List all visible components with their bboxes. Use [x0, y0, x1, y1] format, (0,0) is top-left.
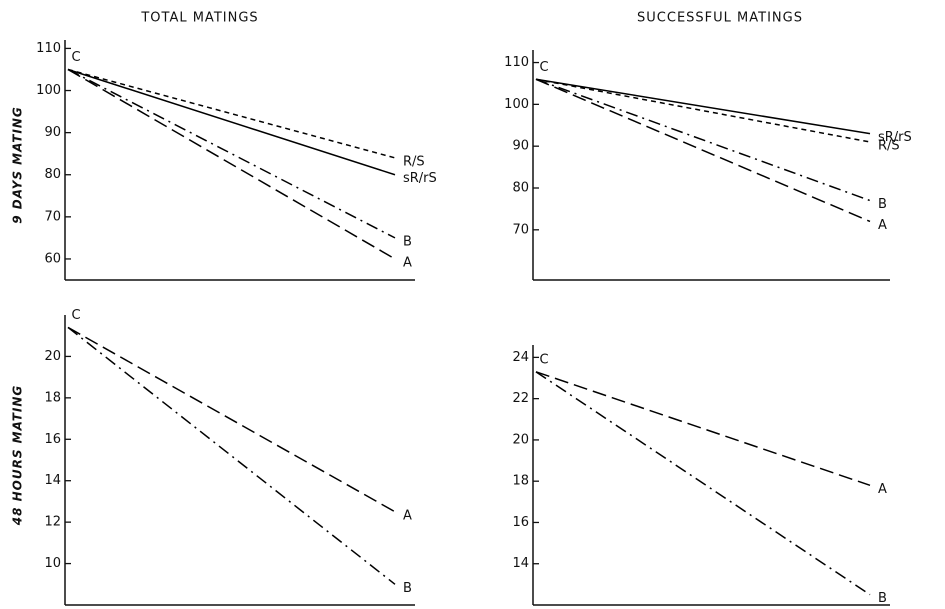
series-line [535, 78, 871, 223]
x-category-label: C [539, 352, 548, 367]
y-tick-label: 110 [36, 41, 61, 56]
series-line [535, 371, 871, 596]
series-label: A [403, 255, 412, 270]
y-tick-label: 18 [44, 390, 61, 405]
y-tick-label: 14 [44, 473, 61, 488]
series-line [67, 68, 396, 159]
series-line [67, 326, 396, 585]
series-label: A [403, 508, 412, 523]
y-tick-label: 90 [512, 139, 529, 154]
y-tick-label: 90 [44, 125, 61, 140]
series-label: B [403, 234, 412, 249]
series-label: R/S [878, 139, 900, 154]
series-label: B [403, 581, 412, 596]
y-tick-label: 80 [44, 167, 61, 182]
series-label: R/S [403, 154, 425, 169]
series-line [535, 371, 871, 487]
y-tick-label: 22 [512, 391, 529, 406]
y-tick-label: 14 [512, 556, 529, 571]
y-tick-label: 70 [512, 222, 529, 237]
series-label: sR/rS [403, 171, 437, 186]
y-tick-label: 110 [504, 55, 529, 70]
series-label: B [878, 197, 887, 212]
series-line [67, 326, 396, 513]
series-line [67, 68, 396, 176]
x-category-label: C [71, 50, 80, 65]
y-tick-label: 18 [512, 474, 529, 489]
series-label: A [878, 482, 887, 497]
y-tick-label: 24 [512, 350, 529, 365]
y-tick-label: 100 [36, 83, 61, 98]
series-line [535, 78, 871, 202]
y-tick-label: 70 [44, 209, 61, 224]
y-tick-label: 100 [504, 97, 529, 112]
y-tick-label: 10 [44, 556, 61, 571]
y-tick-label: 12 [44, 515, 61, 530]
series-label: A [878, 218, 887, 233]
series-line [67, 68, 396, 239]
series-line [535, 78, 871, 143]
y-tick-label: 16 [44, 432, 61, 447]
column-title: SUCCESSFUL MATINGS [637, 11, 803, 26]
x-category-label: C [539, 60, 548, 75]
series-line [535, 78, 871, 135]
y-tick-label: 16 [512, 515, 529, 530]
series-label: sR/rS [878, 130, 912, 145]
y-tick-label: 20 [512, 432, 529, 447]
row-title: 48 HOURS MATING [11, 385, 25, 527]
series-line [67, 68, 396, 260]
row-title: 9 DAYS MATING [11, 106, 25, 224]
y-tick-label: 20 [44, 349, 61, 364]
column-title: TOTAL MATINGS [140, 11, 258, 26]
y-tick-label: 80 [512, 181, 529, 196]
series-label: B [878, 591, 887, 606]
y-tick-label: 60 [44, 251, 61, 266]
x-category-label: C [71, 308, 80, 323]
